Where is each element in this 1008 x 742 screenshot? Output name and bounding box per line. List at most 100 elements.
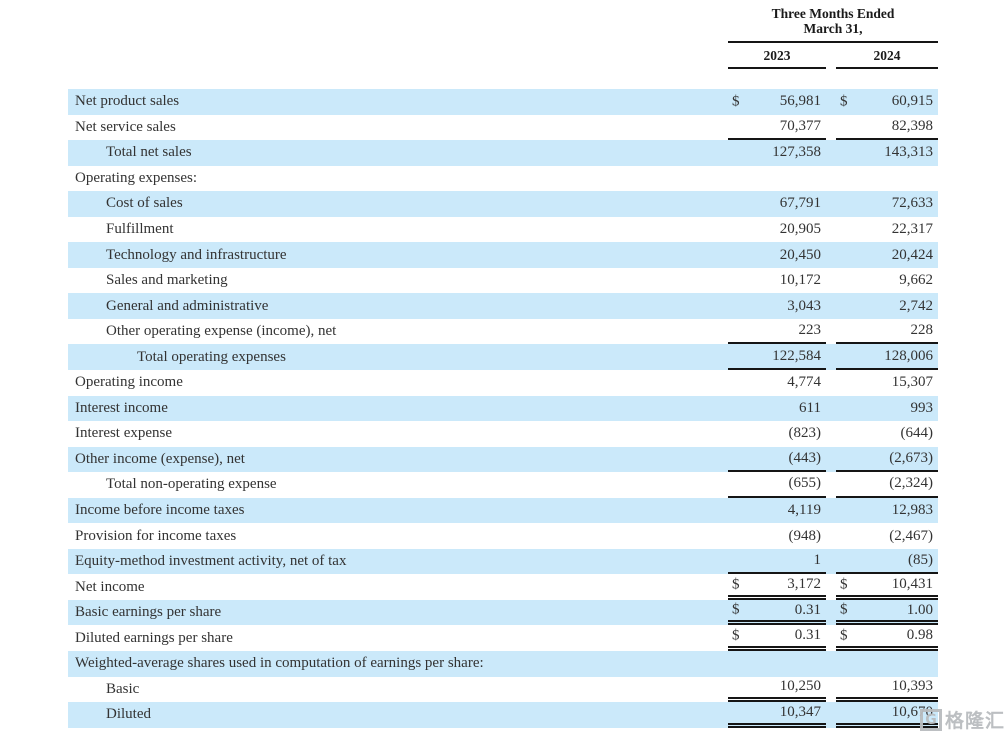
value-number: 122,584 (772, 347, 821, 364)
value-number: 223 (798, 322, 822, 339)
value-number: (655) (788, 475, 822, 492)
dollar-sign: $ (840, 93, 848, 110)
row-label: Operating income (75, 374, 183, 391)
column-gap (826, 344, 836, 370)
value-number: (443) (788, 449, 822, 466)
row-label: Interest income (75, 399, 168, 416)
value-2023: $0.31 (728, 625, 826, 652)
column-gap (826, 677, 836, 703)
column-gap (826, 268, 836, 294)
value-number: 10,347 (779, 703, 821, 720)
value-2024: 9,662 (836, 268, 938, 294)
row-label: Cost of sales (106, 195, 183, 212)
row-label: Interest expense (75, 425, 173, 442)
column-gap (826, 191, 836, 217)
value-number: (2,324) (889, 475, 933, 492)
value-number: 0.31 (794, 601, 821, 618)
value-number: 2,742 (899, 297, 933, 314)
row-label: Operating expenses: (75, 169, 198, 186)
value-2023: 20,450 (728, 242, 826, 268)
row-label: Sales and marketing (106, 272, 228, 289)
value-number: 3,043 (787, 297, 821, 314)
table-header: Three Months Ended March 31, 2023 2024 (728, 6, 938, 69)
value-number: 72,633 (891, 195, 933, 212)
table-row: General and administrative 3,043 2,742 (68, 293, 938, 319)
value-2023: 1 (728, 549, 826, 575)
value-2023: $56,981 (728, 89, 826, 115)
value-2023 (728, 651, 826, 677)
row-label: Diluted (106, 706, 151, 723)
dollar-sign: $ (732, 601, 740, 618)
column-gap (826, 115, 836, 141)
value-2024: (644) (836, 421, 938, 447)
table-row: Operating income 4,774 15,307 (68, 370, 938, 396)
header-rule (728, 41, 938, 43)
value-2023: 67,791 (728, 191, 826, 217)
table-row: Interest expense (823) (644) (68, 421, 938, 447)
dollar-sign: $ (732, 576, 740, 593)
value-number: 228 (910, 322, 934, 339)
value-number: 10,393 (891, 678, 933, 695)
row-label: Equity-method investment activity, net o… (75, 553, 347, 570)
value-2024: 12,983 (836, 498, 938, 524)
value-2023: (443) (728, 447, 826, 473)
column-gap (826, 319, 836, 345)
column-gap (826, 89, 836, 115)
table-row: Net income $3,172 $10,431 (68, 574, 938, 600)
value-number: 67,791 (779, 195, 821, 212)
value-2024: (85) (836, 549, 938, 575)
value-2024: 993 (836, 396, 938, 422)
row-label: Fulfillment (106, 221, 174, 237)
value-number: 12,983 (891, 502, 933, 519)
table-row: Net product sales $56,981 $60,915 (68, 89, 938, 115)
value-number: (644) (900, 425, 934, 442)
year-column-2024: 2024 (836, 44, 938, 69)
watermark: G 格隆汇 (919, 706, 1005, 733)
value-number: 22,317 (891, 221, 933, 237)
table-row: Other income (expense), net (443) (2,673) (68, 446, 938, 473)
row-label: Net service sales (75, 118, 176, 135)
value-number: 0.31 (794, 627, 821, 644)
column-gap (826, 396, 836, 422)
column-gap (826, 217, 836, 243)
value-number: 82,398 (891, 117, 933, 134)
table-row: Other operating expense (income), net 223… (68, 319, 938, 345)
table-body: Net product sales $56,981 $60,915 Net servi… (68, 89, 938, 728)
table-row: Basic 10,250 10,393 (68, 677, 938, 703)
value-number: 4,774 (787, 374, 821, 391)
table-row: Basic earnings per share $0.31 $1.00 (68, 599, 938, 626)
table-row: Total operating expenses 122,584 128,006 (68, 344, 938, 371)
value-number: 127,358 (772, 144, 821, 161)
column-gap (826, 574, 836, 600)
value-number: 128,006 (884, 347, 933, 364)
value-2023: $0.31 (728, 600, 826, 626)
value-2024: 143,313 (836, 140, 938, 166)
row-label: Other operating expense (income), net (106, 323, 337, 340)
value-2024: $0.98 (836, 625, 938, 652)
table-row: Cost of sales 67,791 72,633 (68, 191, 938, 217)
row-label: Net income (75, 578, 145, 595)
table-row: Net service sales 70,377 82,398 (68, 115, 938, 141)
table-row: Diluted earnings per share $0.31 $0.98 (68, 625, 938, 652)
value-2023: 611 (728, 396, 826, 422)
row-label: Total non-operating expense (106, 476, 277, 493)
dollar-sign: $ (732, 93, 740, 110)
value-2023: 3,043 (728, 293, 826, 319)
column-gap (826, 370, 836, 396)
year-columns: 2023 2024 (728, 44, 938, 69)
value-number: 1.00 (906, 601, 933, 618)
value-number: 10,431 (891, 576, 933, 593)
value-number: 20,905 (779, 221, 821, 237)
column-gap (826, 600, 836, 626)
value-2024: $1.00 (836, 600, 938, 626)
value-2024: 72,633 (836, 191, 938, 217)
value-2023: 122,584 (728, 344, 826, 371)
column-gap (826, 421, 836, 447)
value-number: 10,250 (779, 678, 821, 695)
value-number: 20,450 (779, 246, 821, 263)
value-number: 993 (910, 399, 934, 416)
value-2024: (2,673) (836, 447, 938, 473)
period-label-line2: March 31, (803, 21, 863, 36)
table-row: Fulfillment 20,905 22,317 (68, 217, 938, 243)
